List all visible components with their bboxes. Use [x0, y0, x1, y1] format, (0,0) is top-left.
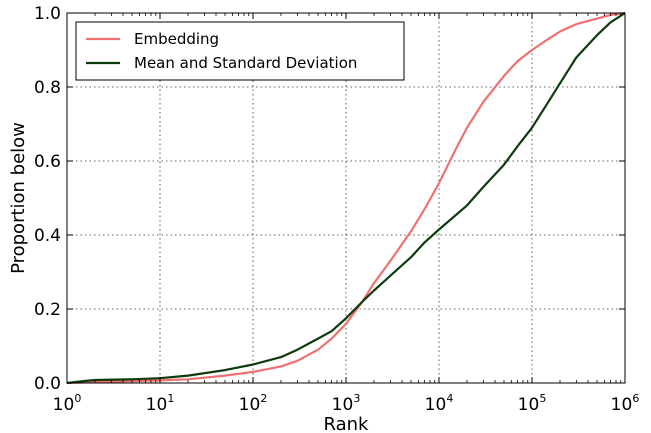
y-tick-label: 0.0 [34, 374, 61, 394]
x-tick-label: 104 [425, 392, 454, 415]
x-tick-label: 106 [611, 392, 640, 415]
x-tick-labels: 100 101 102 103 104 105 106 [53, 392, 640, 415]
y-tick-label: 0.4 [34, 226, 61, 246]
x-tick-label: 105 [518, 392, 547, 415]
legend-entry: Embedding [134, 30, 219, 48]
x-tick-label: 103 [332, 392, 361, 415]
y-tick-label: 0.8 [34, 78, 61, 98]
series-line-embedding [66, 11, 626, 385]
series-layer [66, 11, 626, 385]
y-tick-label: 0.6 [34, 152, 61, 172]
y-tick-label: 1.0 [34, 4, 61, 24]
y-axis-label: Proportion below [8, 122, 29, 274]
ticks [66, 12, 626, 384]
x-tick-label: 102 [239, 392, 268, 415]
x-tick-label: 101 [146, 392, 175, 415]
legend-entry: Mean and Standard Deviation [134, 54, 357, 72]
y-tick-labels: 0.0 0.2 0.4 0.6 0.8 1.0 [34, 4, 61, 394]
legend: Embedding Mean and Standard Deviation [75, 21, 405, 81]
legend-box [75, 21, 405, 81]
x-tick-label: 100 [53, 392, 82, 415]
series-line-mean-and-standard-deviation [66, 12, 626, 385]
y-tick-label: 0.2 [34, 300, 61, 320]
x-axis-label: Rank [324, 414, 370, 433]
